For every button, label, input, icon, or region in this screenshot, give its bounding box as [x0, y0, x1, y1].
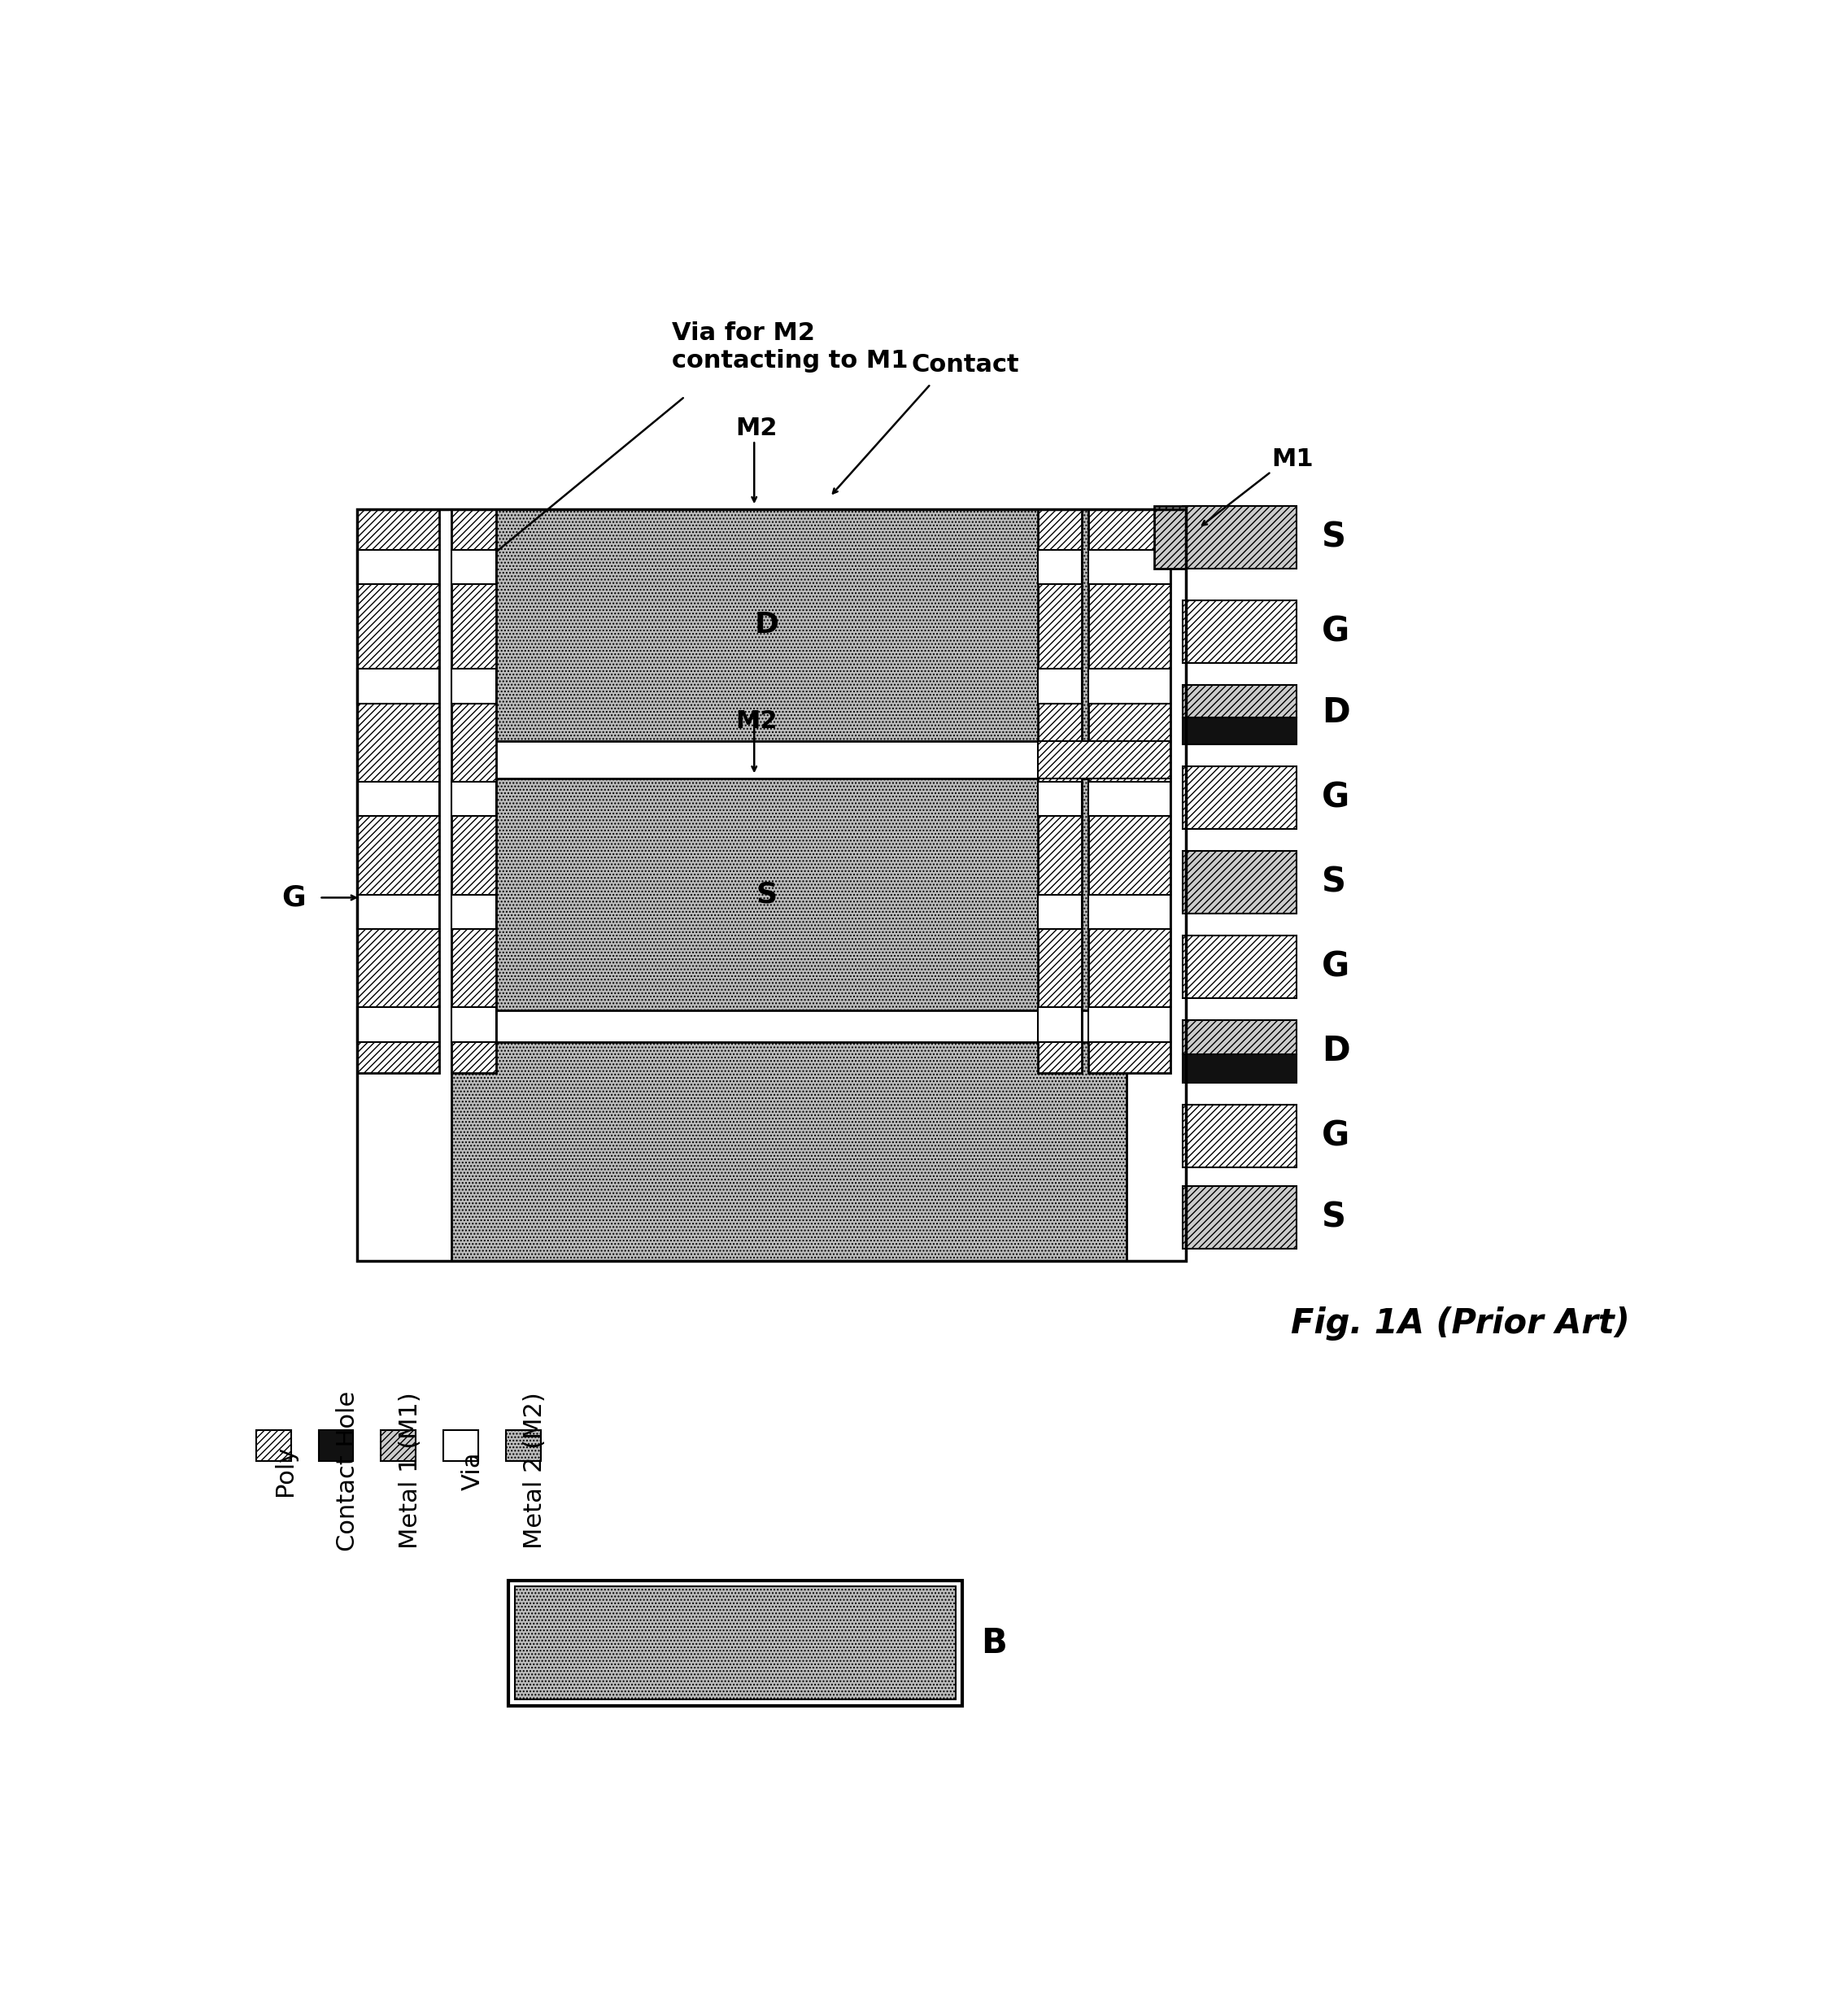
Bar: [1183, 717, 1295, 744]
Text: Contact Hole: Contact Hole: [336, 1390, 360, 1552]
Text: D: D: [1321, 1034, 1349, 1068]
Bar: [451, 510, 495, 1074]
Bar: [1088, 895, 1170, 929]
Bar: [451, 550, 495, 584]
Bar: [257, 1431, 290, 1461]
Text: D: D: [1321, 695, 1349, 729]
Bar: [357, 782, 440, 816]
Bar: [357, 669, 440, 703]
Bar: [1183, 850, 1295, 913]
Bar: [1183, 506, 1295, 568]
Text: M2: M2: [736, 709, 778, 733]
Bar: [1039, 550, 1081, 584]
Bar: [1183, 600, 1295, 663]
Text: Metal 1 (M1): Metal 1 (M1): [399, 1392, 421, 1550]
Bar: [508, 1580, 963, 1705]
Bar: [357, 510, 1186, 1261]
Bar: [451, 1042, 1125, 1261]
Bar: [1183, 1185, 1295, 1249]
Bar: [1183, 1020, 1295, 1054]
Bar: [506, 1431, 540, 1461]
Bar: [1088, 550, 1170, 584]
Text: G: G: [1321, 1118, 1349, 1153]
Bar: [1039, 510, 1081, 1074]
Bar: [1183, 685, 1295, 717]
Bar: [1088, 1008, 1170, 1042]
Bar: [451, 510, 1125, 742]
Bar: [357, 550, 440, 584]
Text: S: S: [1321, 520, 1345, 554]
Bar: [1039, 895, 1081, 929]
Text: Metal 2 (M2): Metal 2 (M2): [523, 1392, 547, 1550]
Bar: [514, 1586, 955, 1699]
Bar: [1088, 510, 1170, 1074]
Text: G: G: [1321, 615, 1349, 649]
Bar: [1183, 766, 1295, 828]
Text: G: G: [1321, 780, 1349, 814]
Bar: [1039, 669, 1081, 703]
Bar: [357, 1008, 440, 1042]
Bar: [1183, 1054, 1295, 1082]
Text: Via: Via: [460, 1451, 484, 1489]
Bar: [1039, 742, 1170, 778]
Text: Poly: Poly: [274, 1445, 298, 1495]
Bar: [318, 1431, 353, 1461]
Text: Fig. 1A (Prior Art): Fig. 1A (Prior Art): [1290, 1306, 1630, 1340]
Bar: [1088, 782, 1170, 816]
Bar: [1039, 782, 1081, 816]
Bar: [451, 1008, 495, 1042]
Bar: [1155, 506, 1186, 568]
Text: S: S: [1321, 864, 1345, 899]
Text: Via for M2
contacting to M1: Via for M2 contacting to M1: [673, 320, 909, 373]
Text: M2: M2: [736, 417, 778, 441]
Bar: [381, 1431, 416, 1461]
Bar: [1088, 669, 1170, 703]
Bar: [1183, 1104, 1295, 1167]
Bar: [1183, 935, 1295, 997]
Text: S: S: [1321, 1201, 1345, 1233]
Text: S: S: [756, 881, 778, 909]
Bar: [451, 895, 495, 929]
Bar: [451, 782, 495, 816]
Bar: [451, 778, 1125, 1010]
Bar: [357, 895, 440, 929]
Text: Contact: Contact: [911, 353, 1020, 377]
Bar: [451, 669, 495, 703]
Bar: [1039, 1008, 1081, 1042]
Text: D: D: [754, 611, 780, 639]
Text: M1: M1: [1271, 447, 1314, 472]
Text: G: G: [1321, 949, 1349, 983]
Bar: [444, 1431, 479, 1461]
Text: G: G: [283, 885, 307, 911]
Bar: [357, 510, 440, 1074]
Text: B: B: [981, 1626, 1007, 1660]
